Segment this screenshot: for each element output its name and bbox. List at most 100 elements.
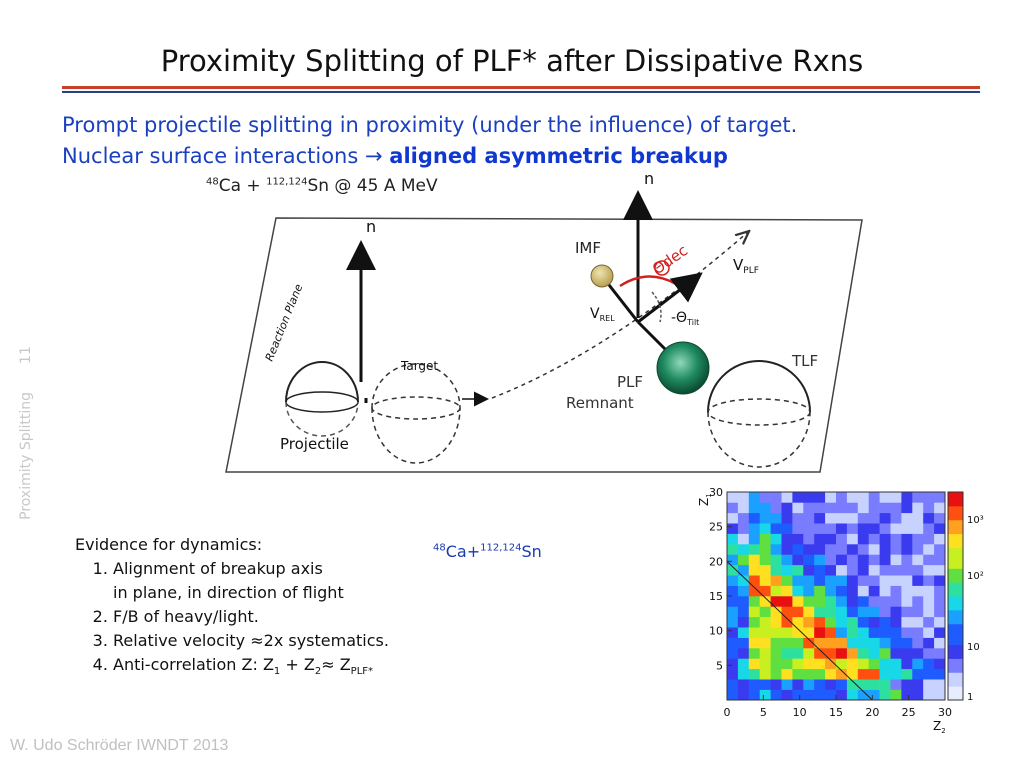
color-scale-step (948, 575, 963, 583)
heatmap-cell (857, 523, 869, 534)
color-scale-step (948, 596, 963, 604)
heatmap-cell (803, 668, 815, 680)
heatmap-cell (879, 544, 891, 555)
heatmap-cell (912, 585, 924, 597)
heatmap-cell (923, 585, 935, 597)
heatmap-cell (759, 627, 771, 638)
evidence-item-2: F/B of heavy/light. (113, 605, 389, 629)
heatmap-cell (727, 689, 739, 701)
heatmap-cell (868, 637, 880, 649)
heatmap-cell (890, 637, 902, 649)
heatmap-cell (803, 648, 815, 659)
y-tick-label: 10 (709, 625, 723, 638)
heatmap-cell (901, 502, 913, 514)
color-scale-step (948, 589, 963, 597)
heatmap-cell (890, 564, 902, 576)
heatmap-cell (890, 512, 902, 524)
heatmap-cell (727, 585, 739, 597)
heatmap-cell (912, 689, 924, 701)
evidence-item-1: Alignment of breakup axis in plane, in di… (113, 557, 389, 605)
evidence-list: Evidence for dynamics: Alignment of brea… (75, 533, 389, 684)
heatmap-cell (748, 637, 760, 649)
heatmap-cell (868, 575, 880, 586)
heatmap-cell (857, 606, 869, 618)
heatmap-cell (803, 627, 815, 638)
heatmap-cell (846, 596, 859, 607)
heatmap-cell (770, 689, 782, 701)
item4-sub3: PLF* (350, 666, 374, 678)
heatmap-cell (737, 648, 750, 659)
heatmap-cell (814, 596, 826, 607)
heatmap-cell (792, 523, 804, 534)
color-scale-step (948, 540, 963, 548)
intro-text: Prompt projectile splitting in proximity… (62, 110, 797, 172)
heatmap-cell (748, 658, 760, 670)
heatmap-cell (857, 596, 869, 607)
heatmap-cell (868, 585, 880, 597)
heatmap-cell (912, 492, 924, 503)
color-scale-step (948, 561, 963, 569)
heatmap-cell (836, 606, 848, 618)
color-scale-step (948, 526, 963, 535)
heatmap-cell (934, 492, 946, 503)
arrow-icon: → (364, 144, 383, 168)
heatmap-cell (803, 606, 815, 618)
plf-label: PLF (617, 373, 643, 391)
heatmap-cell (825, 679, 837, 690)
heatmap-cell (846, 523, 859, 534)
target-sphere (371, 363, 461, 464)
heatmap-cell (901, 564, 913, 576)
heatmap-cell (770, 627, 782, 638)
heatmap-cell (825, 585, 837, 597)
heatmap-cell (879, 616, 891, 628)
heatmap-cell (857, 533, 869, 545)
heatmap-cell (781, 512, 793, 524)
heatmap-cell (770, 544, 782, 555)
heatmap-cell (770, 564, 782, 576)
heatmap-cell (934, 512, 946, 524)
evidence-item-1-cont: in plane, in direction of flight (113, 583, 344, 602)
heatmap-cell (868, 648, 880, 659)
color-scale-step (948, 658, 963, 666)
evidence-item-4: Anti-correlation Z: Z1 + Z2≈ ZPLF* (113, 653, 389, 684)
heatmap-cell (923, 596, 935, 607)
heatmap-cell (868, 689, 880, 701)
heatmap-cell (781, 679, 793, 690)
heatmap-cell (846, 637, 859, 649)
heatmap-cell (912, 648, 924, 659)
heatmap-cell (934, 575, 946, 586)
heatmap-cell (836, 596, 848, 607)
heatmap-cell (792, 512, 804, 524)
heatmap-cell (814, 544, 826, 555)
heatmap-cell (781, 575, 793, 586)
heatmap-cell (748, 585, 760, 597)
item4-sub2: 2 (314, 666, 322, 678)
heatmap-cell (846, 575, 859, 586)
heatmap-cell (727, 554, 739, 566)
heatmap-cell (814, 616, 826, 628)
heatmap-cell (737, 533, 750, 545)
ca-sup2: 112,124 (480, 542, 522, 554)
heatmap-cell (912, 679, 924, 690)
heatmap-cell (901, 679, 913, 690)
heatmap-cell (727, 533, 739, 545)
heatmap-cell (857, 585, 869, 597)
anti-correlation-line (726, 560, 873, 701)
reaction-mid: Ca + (218, 176, 267, 196)
heatmap-cell (868, 616, 880, 628)
heatmap-cell (748, 668, 760, 680)
heatmap-cell (879, 637, 891, 649)
heatmap-cell (792, 544, 804, 555)
color-scale-step (948, 533, 963, 542)
heatmap-cell (923, 502, 935, 514)
heatmap-cell (748, 533, 760, 545)
heatmap-cell (890, 585, 902, 597)
heatmap-cell (901, 668, 913, 680)
color-scale-step (948, 630, 963, 639)
heatmap-cell (879, 585, 891, 597)
heatmap-cell (879, 627, 891, 638)
heatmap-cell (901, 575, 913, 586)
heatmap-cell (836, 648, 848, 659)
heatmap-cell (748, 512, 760, 524)
reaction-diagram: Reaction Plane n n Projectile Target IMF… (225, 169, 863, 473)
